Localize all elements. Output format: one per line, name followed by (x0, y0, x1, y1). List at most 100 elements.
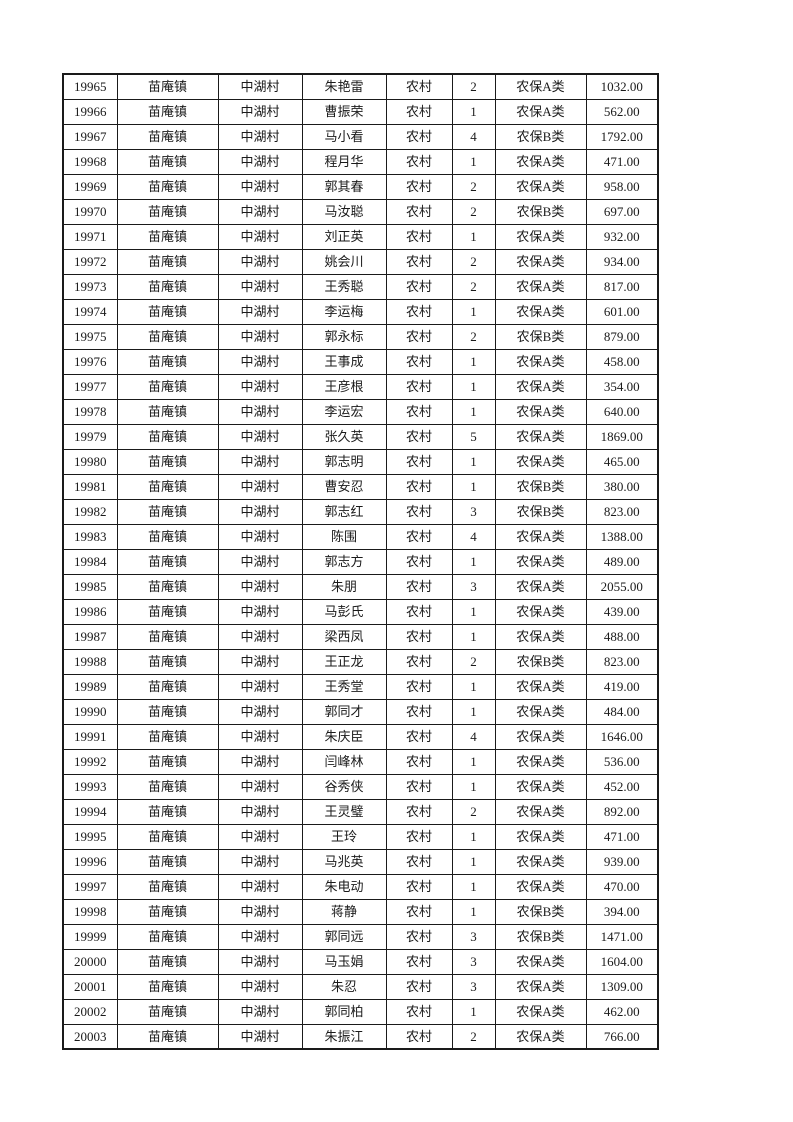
cell-record-id: 19972 (62, 248, 118, 275)
cell-person-count: 4 (451, 523, 496, 550)
cell-residence-type: 农村 (385, 973, 453, 1000)
cell-insurance-category: 农保A类 (494, 298, 587, 325)
cell-village: 中湖村 (217, 73, 303, 100)
cell-person-name: 郭其春 (301, 173, 387, 200)
cell-person-count: 1 (451, 673, 496, 700)
cell-village: 中湖村 (217, 723, 303, 750)
cell-amount: 380.00 (585, 473, 659, 500)
cell-record-id: 19979 (62, 423, 118, 450)
cell-insurance-category: 农保A类 (494, 573, 587, 600)
cell-village: 中湖村 (217, 923, 303, 950)
cell-residence-type: 农村 (385, 398, 453, 425)
cell-person-count: 2 (451, 798, 496, 825)
table-row: 19996 苗庵镇 中湖村 马兆英 农村 1 农保A类 939.00 (62, 848, 659, 875)
cell-town: 苗庵镇 (116, 323, 219, 350)
table-row: 20001 苗庵镇 中湖村 朱忍 农村 3 农保A类 1309.00 (62, 973, 659, 1000)
cell-person-count: 1 (451, 398, 496, 425)
cell-record-id: 19984 (62, 548, 118, 575)
cell-person-count: 1 (451, 698, 496, 725)
cell-record-id: 19980 (62, 448, 118, 475)
table-row: 20002 苗庵镇 中湖村 郭同柏 农村 1 农保A类 462.00 (62, 998, 659, 1025)
cell-residence-type: 农村 (385, 98, 453, 125)
cell-village: 中湖村 (217, 423, 303, 450)
records-table: 19965 苗庵镇 中湖村 朱艳雷 农村 2 农保A类 1032.00 19966 苗庵镇 中湖村曹… (62, 73, 659, 1050)
cell-insurance-category: 农保A类 (494, 273, 587, 300)
cell-person-count: 1 (451, 348, 496, 375)
table-row: 19991 苗庵镇 中湖村 朱庆臣 农村 4 农保A类 1646.00 (62, 723, 659, 750)
cell-person-count: 2 (451, 648, 496, 675)
cell-village: 中湖村 (217, 898, 303, 925)
cell-insurance-category: 农保A类 (494, 73, 587, 100)
cell-amount: 471.00 (585, 823, 659, 850)
cell-record-id: 19997 (62, 873, 118, 900)
cell-insurance-category: 农保A类 (494, 848, 587, 875)
cell-record-id: 19974 (62, 298, 118, 325)
cell-village: 中湖村 (217, 248, 303, 275)
cell-insurance-category: 农保A类 (494, 148, 587, 175)
cell-person-name: 李运宏 (301, 398, 387, 425)
cell-town: 苗庵镇 (116, 73, 219, 100)
cell-residence-type: 农村 (385, 998, 453, 1025)
cell-insurance-category: 农保A类 (494, 448, 587, 475)
table-row: 19965 苗庵镇 中湖村 朱艳雷 农村 2 农保A类 1032.00 (62, 73, 659, 100)
table-row: 19993 苗庵镇 中湖村 谷秀侠 农村 1 农保A类 452.00 (62, 773, 659, 800)
cell-person-name: 朱电动 (301, 873, 387, 900)
cell-record-id: 19965 (62, 73, 118, 100)
cell-person-count: 3 (451, 973, 496, 1000)
cell-village: 中湖村 (217, 398, 303, 425)
cell-amount: 462.00 (585, 998, 659, 1025)
cell-residence-type: 农村 (385, 173, 453, 200)
cell-person-count: 1 (451, 148, 496, 175)
table-row: 19972 苗庵镇 中湖村 姚会川 农村 2 农保A类 934.00 (62, 248, 659, 275)
cell-person-count: 1 (451, 548, 496, 575)
cell-record-id: 19966 (62, 98, 118, 125)
cell-amount: 1869.00 (585, 423, 659, 450)
cell-village: 中湖村 (217, 473, 303, 500)
cell-record-id: 19971 (62, 223, 118, 250)
cell-person-name: 张久英 (301, 423, 387, 450)
cell-residence-type: 农村 (385, 73, 453, 100)
cell-village: 中湖村 (217, 623, 303, 650)
cell-residence-type: 农村 (385, 198, 453, 225)
cell-record-id: 19981 (62, 473, 118, 500)
table-row: 19986 苗庵镇 中湖村 马彭氏 农村 1 农保A类 439.00 (62, 598, 659, 625)
cell-person-name: 闫峰林 (301, 748, 387, 775)
table-row: 19970 苗庵镇 中湖村 马汝聪 农村 2 农保B类 697.00 (62, 198, 659, 225)
cell-person-count: 2 (451, 73, 496, 100)
cell-record-id: 19996 (62, 848, 118, 875)
cell-person-count: 1 (451, 473, 496, 500)
cell-town: 苗庵镇 (116, 673, 219, 700)
cell-person-count: 1 (451, 298, 496, 325)
cell-town: 苗庵镇 (116, 148, 219, 175)
cell-person-count: 1 (451, 773, 496, 800)
cell-town: 苗庵镇 (116, 198, 219, 225)
cell-town: 苗庵镇 (116, 173, 219, 200)
table-row: 19978 苗庵镇 中湖村 李运宏 农村 1 农保A类 640.00 (62, 398, 659, 425)
cell-record-id: 19991 (62, 723, 118, 750)
cell-person-name: 王正龙 (301, 648, 387, 675)
cell-residence-type: 农村 (385, 948, 453, 975)
table-row: 19985 苗庵镇 中湖村 朱朋 农村 3 农保A类 2055.00 (62, 573, 659, 600)
cell-amount: 471.00 (585, 148, 659, 175)
cell-amount: 2055.00 (585, 573, 659, 600)
table-row: 19975 苗庵镇 中湖村 郭永标 农村 2 农保B类 879.00 (62, 323, 659, 350)
table-row: 19966 苗庵镇 中湖村 曹振荣 农村 1 农保A类 562.00 (62, 98, 659, 125)
cell-amount: 489.00 (585, 548, 659, 575)
cell-person-name: 郭志方 (301, 548, 387, 575)
cell-village: 中湖村 (217, 798, 303, 825)
cell-person-name: 马小看 (301, 123, 387, 150)
cell-person-name: 蒋静 (301, 898, 387, 925)
cell-insurance-category: 农保B类 (494, 648, 587, 675)
cell-amount: 354.00 (585, 373, 659, 400)
cell-record-id: 19967 (62, 123, 118, 150)
table-row: 19974 苗庵镇 中湖村 李运梅 农村 1 农保A类 601.00 (62, 298, 659, 325)
cell-residence-type: 农村 (385, 698, 453, 725)
cell-residence-type: 农村 (385, 298, 453, 325)
cell-person-name: 曹安忍 (301, 473, 387, 500)
cell-record-id: 19993 (62, 773, 118, 800)
cell-town: 苗庵镇 (116, 298, 219, 325)
cell-town: 苗庵镇 (116, 748, 219, 775)
cell-person-count: 1 (451, 998, 496, 1025)
cell-residence-type: 农村 (385, 623, 453, 650)
cell-person-name: 王灵璧 (301, 798, 387, 825)
